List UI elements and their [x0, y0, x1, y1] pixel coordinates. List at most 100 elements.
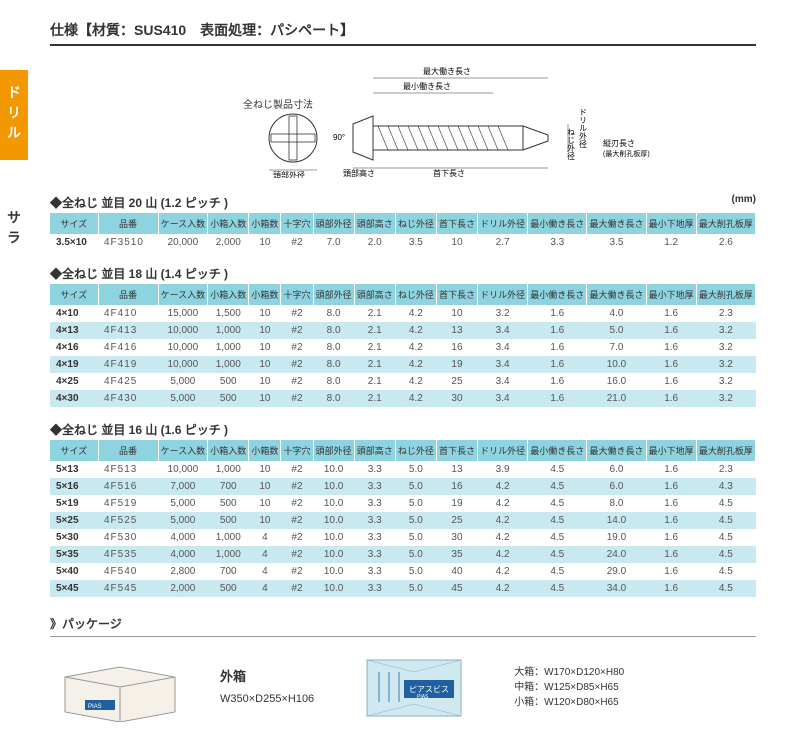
cell: 10.0: [313, 529, 354, 546]
cell: 4,000: [158, 546, 208, 563]
cell: 10.0: [313, 495, 354, 512]
col-header: ドリル外径: [478, 284, 528, 305]
cell: 3.9: [478, 461, 528, 478]
table-row: 4×104F41015,0001,50010#28.02.14.2103.21.…: [50, 305, 756, 322]
package-sizes: 大箱：W170×D120×H80 中箱：W125×D85×H65 小箱：W120…: [514, 665, 674, 710]
cell: 700: [208, 563, 249, 580]
cell: 3.2: [478, 305, 528, 322]
cell: 4.2: [478, 580, 528, 597]
cell: 10.0: [313, 563, 354, 580]
cell: #2: [281, 373, 313, 390]
cell: 1.6: [646, 390, 696, 407]
col-header: 小箱数: [249, 213, 281, 234]
cell: 2.1: [354, 322, 395, 339]
cell: 3.4: [478, 322, 528, 339]
svg-text:(最大削孔板厚): (最大削孔板厚): [603, 149, 650, 158]
col-header: 品番: [98, 284, 158, 305]
cell: 3.2: [696, 356, 755, 373]
cell: 10: [249, 305, 281, 322]
table-row: 4×254F4255,00050010#28.02.14.2253.41.616…: [50, 373, 756, 390]
cell: 1.6: [646, 512, 696, 529]
cell: 4.5: [528, 529, 587, 546]
col-header: 最大働き長さ: [587, 440, 646, 461]
cell: 10: [436, 234, 477, 251]
col-header: 十字穴: [281, 284, 313, 305]
cell: 3.2: [696, 373, 755, 390]
cell: 13: [436, 461, 477, 478]
cell: 1.6: [528, 390, 587, 407]
col-header: 小箱数: [249, 284, 281, 305]
spec-header: 仕様【材質：SUS410 表面処理：パシペート】: [50, 20, 756, 46]
cell: 4×19: [50, 356, 98, 373]
cell: #2: [281, 546, 313, 563]
col-header: 最小下地厚: [646, 284, 696, 305]
cell: 4F535: [98, 546, 158, 563]
cell: 7.0: [313, 234, 354, 251]
cell: 2.3: [696, 305, 755, 322]
cell: 2,000: [158, 580, 208, 597]
col-header: 頭部高さ: [354, 213, 395, 234]
col-header: ねじ外径: [395, 284, 436, 305]
cell: 2,000: [208, 234, 249, 251]
cell: 34.0: [587, 580, 646, 597]
cell: 4: [249, 529, 281, 546]
svg-text:最大働き長さ: 最大働き長さ: [423, 66, 471, 76]
cell: 7,000: [158, 478, 208, 495]
table-row: 5×254F5255,00050010#210.03.35.0254.24.51…: [50, 512, 756, 529]
cell: 4F410: [98, 305, 158, 322]
cell: 2.3: [696, 461, 755, 478]
col-header: 首下長さ: [436, 440, 477, 461]
cell: 2.1: [354, 356, 395, 373]
col-header: 頭部外径: [313, 213, 354, 234]
cell: 16: [436, 339, 477, 356]
cell: #2: [281, 563, 313, 580]
col-header: ねじ外径: [395, 440, 436, 461]
cell: 1.6: [646, 580, 696, 597]
cell: 3.3: [354, 461, 395, 478]
cell: 3.3: [354, 478, 395, 495]
cell: 2.1: [354, 373, 395, 390]
cell: 2.1: [354, 339, 395, 356]
table-row: 3.5×104F351020,0002,00010#27.02.03.5102.…: [50, 234, 756, 251]
cell: 4,000: [158, 529, 208, 546]
col-header: 頭部高さ: [354, 284, 395, 305]
cell: 4.2: [478, 563, 528, 580]
col-header: 最大働き長さ: [587, 213, 646, 234]
cell: 5,000: [158, 512, 208, 529]
cell: 5×40: [50, 563, 98, 580]
cell: #2: [281, 356, 313, 373]
cell: 1.6: [646, 305, 696, 322]
cell: 14.0: [587, 512, 646, 529]
svg-text:最小働き長さ: 最小働き長さ: [403, 81, 451, 91]
cell: 10,000: [158, 356, 208, 373]
cell: 4.2: [395, 339, 436, 356]
cell: 4.5: [696, 546, 755, 563]
cell: 4.5: [528, 563, 587, 580]
cell: 35: [436, 546, 477, 563]
col-header: 最大働き長さ: [587, 284, 646, 305]
table-row: 5×454F5452,0005004#210.03.35.0454.24.534…: [50, 580, 756, 597]
cell: 3.2: [696, 339, 755, 356]
cell: 1.6: [646, 339, 696, 356]
cell: 1.6: [646, 495, 696, 512]
cell: 16: [436, 478, 477, 495]
cell: 45: [436, 580, 477, 597]
cell: 10: [249, 234, 281, 251]
col-header: 小箱入数: [208, 440, 249, 461]
cell: 4F513: [98, 461, 158, 478]
col-header: サイズ: [50, 440, 98, 461]
cell: 10,000: [158, 322, 208, 339]
cell: #2: [281, 234, 313, 251]
cell: #2: [281, 512, 313, 529]
cell: 4F530: [98, 529, 158, 546]
cell: 1.6: [646, 322, 696, 339]
col-header: 最小下地厚: [646, 440, 696, 461]
cell: 4.2: [395, 356, 436, 373]
cell: 1,000: [208, 546, 249, 563]
cell: 4.5: [696, 529, 755, 546]
cell: 1,000: [208, 339, 249, 356]
cell: 10: [249, 390, 281, 407]
cell: #2: [281, 529, 313, 546]
cell: 1.6: [528, 305, 587, 322]
cell: 6.0: [587, 478, 646, 495]
